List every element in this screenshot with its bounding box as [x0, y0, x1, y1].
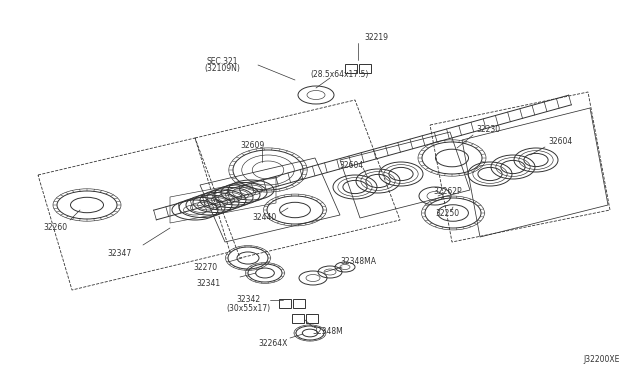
Text: 32262P: 32262P	[434, 187, 462, 196]
Text: 32260: 32260	[43, 224, 67, 232]
Text: 32341: 32341	[196, 279, 220, 288]
Text: 32230: 32230	[476, 125, 500, 135]
Bar	[292, 314, 304, 323]
Bar	[306, 314, 318, 323]
Text: 32604: 32604	[340, 160, 364, 170]
Text: 32250: 32250	[435, 208, 459, 218]
Text: 32348M: 32348M	[312, 327, 344, 337]
Text: 32264X: 32264X	[259, 339, 288, 347]
Bar	[279, 298, 291, 308]
Text: (28.5x64x17.5): (28.5x64x17.5)	[311, 71, 369, 80]
Text: SEC.321: SEC.321	[206, 57, 237, 65]
Text: 32270: 32270	[193, 263, 217, 273]
Text: (32109N): (32109N)	[204, 64, 240, 74]
Text: (30x55x17): (30x55x17)	[226, 304, 270, 312]
Text: 32348MA: 32348MA	[340, 257, 376, 266]
Text: 32342: 32342	[236, 295, 260, 305]
Text: 32347: 32347	[108, 248, 132, 257]
Text: 32219: 32219	[364, 33, 388, 42]
Text: J32200XE: J32200XE	[584, 356, 620, 365]
Bar	[359, 64, 371, 73]
Bar	[345, 64, 357, 73]
Text: 32604: 32604	[549, 138, 573, 147]
Text: 32440: 32440	[253, 214, 277, 222]
Bar	[293, 298, 305, 308]
Text: 32609: 32609	[241, 141, 265, 150]
